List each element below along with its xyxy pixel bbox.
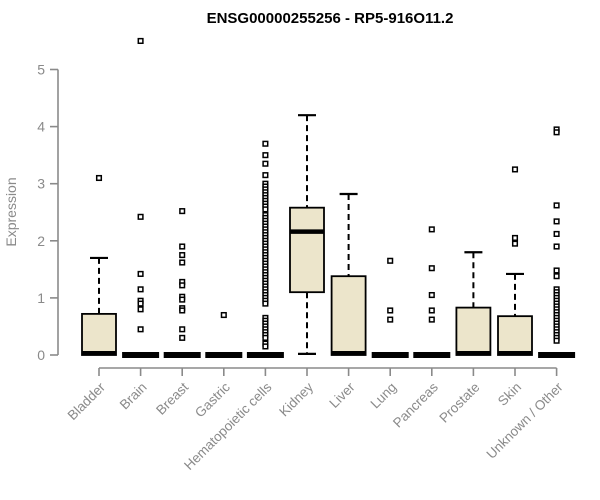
x-tick-label: Gastric xyxy=(192,379,233,420)
flat-box xyxy=(246,352,284,358)
outlier-marker xyxy=(428,316,435,323)
outlier-marker xyxy=(95,174,103,182)
outlier-marker xyxy=(262,152,269,159)
x-tick-label: Brain xyxy=(117,380,150,413)
flat-box xyxy=(122,352,160,358)
outlier-marker xyxy=(137,37,144,45)
outlier-marker xyxy=(137,286,144,293)
outlier-marker xyxy=(262,140,269,147)
y-tick-label: 5 xyxy=(37,62,45,78)
outlier-marker xyxy=(137,326,144,333)
outlier-marker xyxy=(179,334,186,341)
outlier-marker xyxy=(553,218,560,225)
outlier-marker xyxy=(262,172,269,179)
box xyxy=(81,312,117,356)
outlier-marker xyxy=(511,234,519,241)
x-tick-label: Lung xyxy=(367,380,399,412)
x-tick-label: Unknown / Other xyxy=(483,379,566,462)
outlier-marker xyxy=(179,326,186,333)
outlier-marker xyxy=(262,343,269,350)
box xyxy=(497,315,533,356)
y-tick-label: 2 xyxy=(37,233,45,249)
outlier-marker xyxy=(511,166,519,173)
outlier-marker xyxy=(511,240,519,247)
outlier-marker xyxy=(428,291,435,299)
outlier-marker xyxy=(553,273,560,280)
outlier-marker xyxy=(428,265,435,272)
outlier-marker xyxy=(179,296,186,303)
outlier-marker xyxy=(553,202,560,209)
outlier-marker xyxy=(387,257,394,264)
outlier-marker xyxy=(220,311,227,319)
outlier-marker xyxy=(387,316,394,323)
outlier-marker xyxy=(262,160,269,167)
chart-title: ENSG00000255256 - RP5-916O11.2 xyxy=(207,10,454,27)
outlier-marker xyxy=(137,300,144,307)
outlier-marker xyxy=(553,243,560,250)
x-tick-label: Skin xyxy=(495,380,524,409)
outlier-marker xyxy=(179,243,186,250)
outlier-marker xyxy=(137,306,144,313)
outlier-marker xyxy=(262,300,269,307)
outlier-marker xyxy=(553,129,560,136)
outlier-marker xyxy=(387,307,394,314)
outlier-marker xyxy=(179,208,186,215)
x-tick-label: Breast xyxy=(153,379,191,417)
outlier-marker xyxy=(262,334,269,341)
outlier-marker xyxy=(553,337,560,344)
box xyxy=(289,206,325,294)
flat-box xyxy=(205,352,243,358)
box xyxy=(455,306,492,356)
flat-box xyxy=(163,352,201,358)
y-tick-label: 1 xyxy=(37,290,45,306)
y-tick-label: 3 xyxy=(37,176,45,192)
outlier-marker xyxy=(179,282,186,289)
outlier-marker xyxy=(553,230,560,237)
box xyxy=(330,275,367,356)
flat-box xyxy=(371,352,409,358)
flat-box xyxy=(538,352,576,358)
outlier-marker xyxy=(179,252,186,259)
outlier-marker xyxy=(428,307,435,314)
flat-box xyxy=(413,352,451,358)
y-tick-label: 0 xyxy=(37,347,45,363)
x-tick-label: Liver xyxy=(326,379,358,411)
outlier-marker xyxy=(179,307,186,314)
outlier-marker xyxy=(428,226,435,233)
outlier-marker xyxy=(179,259,186,266)
x-tick-label: Bladder xyxy=(65,379,109,423)
outlier-marker xyxy=(137,213,144,220)
x-tick-label: Prostate xyxy=(436,380,482,426)
y-tick-label: 4 xyxy=(37,119,45,135)
outlier-marker xyxy=(262,206,269,213)
outlier-marker xyxy=(137,270,144,277)
outlier-marker xyxy=(553,267,560,274)
y-axis-label: Expression xyxy=(3,177,19,246)
x-tick-label: Pancreas xyxy=(390,379,441,430)
x-tick-label: Kidney xyxy=(276,379,316,419)
